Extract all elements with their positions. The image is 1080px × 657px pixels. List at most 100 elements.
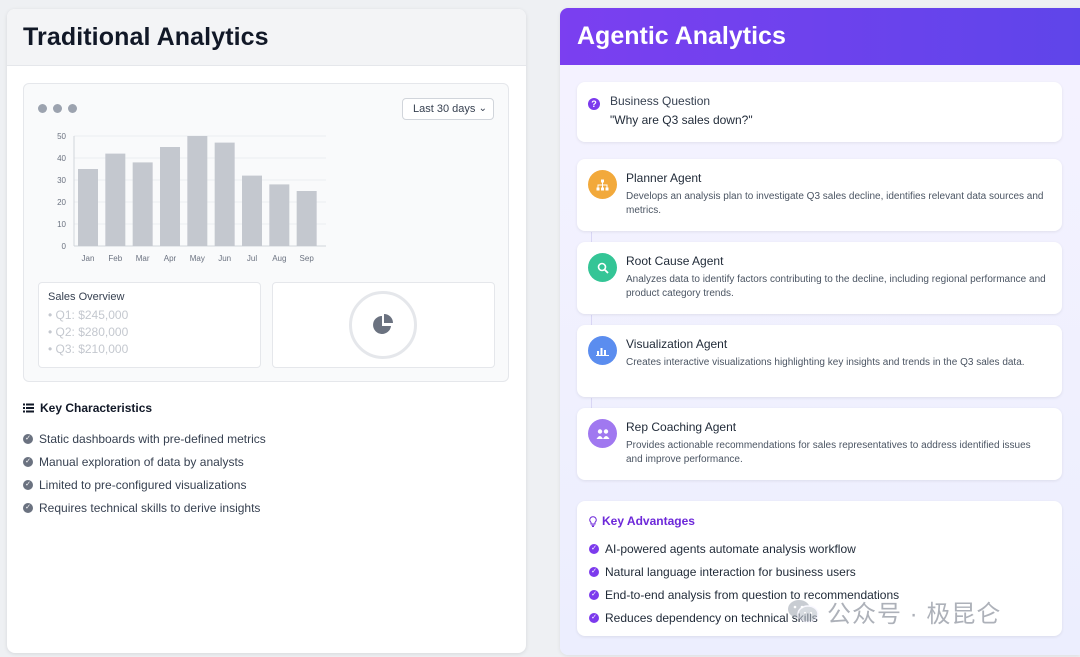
key-advantages-heading: Key Advantages <box>589 514 1050 528</box>
list-item: ✓ Static dashboards with pre-defined metr… <box>23 427 266 450</box>
check-circle-icon: ✓ <box>23 479 33 490</box>
pie-chart-box <box>272 282 495 368</box>
planner-agent-card: Planner Agent Develops an analysis plan … <box>577 159 1062 231</box>
agent-description: Analyzes data to identify factors contri… <box>626 274 1046 299</box>
check-circle-icon: ✓ <box>23 433 33 444</box>
advantage-text: End-to-end analysis from question to rec… <box>605 587 900 602</box>
pie-placeholder <box>349 291 417 359</box>
bar-jul <box>242 175 262 246</box>
y-tick-label: 40 <box>57 154 66 163</box>
list-item: ✓ Natural language interaction for busine… <box>589 560 1050 583</box>
bar-apr <box>160 147 180 246</box>
sales-bar-chart: 0 10 20 30 40 50 Jan Feb Mar Apr May Jun Jul Aug Sep <box>57 132 326 263</box>
key-characteristics-title: Key Characteristics <box>40 401 153 415</box>
watermark-text: 公众号 · 极昆仑 <box>827 600 1002 628</box>
search-icon <box>588 253 617 282</box>
overview-item: • Q3: $210,000 <box>48 342 129 356</box>
agent-description: Provides actionable recommendations for … <box>626 440 1031 465</box>
window-dots <box>38 104 77 113</box>
x-tick-label: Jun <box>218 254 231 263</box>
key-characteristics-list: ✓ Static dashboards with pre-defined metr… <box>23 427 266 519</box>
bar-jun <box>214 142 235 246</box>
bar-mar <box>132 162 153 246</box>
overview-item: • Q1: $245,000 <box>48 308 129 322</box>
pie-chart-icon <box>373 314 393 334</box>
dashboard-card: Last 30 days ⌄ 0 10 20 30 40 50 Jan Feb Mar Apr Ma… <box>23 83 509 382</box>
bar-aug <box>269 184 290 246</box>
characteristic-text: Static dashboards with pre-defined metri… <box>39 431 266 446</box>
bar-feb <box>105 153 126 246</box>
dot-icon <box>68 104 77 113</box>
bar-jan <box>78 169 98 246</box>
wechat-logo-icon <box>787 598 819 624</box>
users-icon <box>588 419 617 448</box>
business-question-label: Business Question <box>610 94 711 108</box>
agentic-title: Agentic Analytics <box>577 22 786 50</box>
x-tick-label: Aug <box>272 254 286 263</box>
x-tick-label: May <box>190 254 205 263</box>
x-tick-label: Feb <box>108 254 122 263</box>
list-item: ✓ Limited to pre-configured visualization… <box>23 473 266 496</box>
agent-description: Develops an analysis plan to investigate… <box>626 191 1044 216</box>
traditional-title: Traditional Analytics <box>23 23 269 51</box>
agent-name: Planner Agent <box>626 171 702 185</box>
x-tick-label: Apr <box>164 254 177 263</box>
agent-connector <box>591 315 592 333</box>
agent-connector <box>591 232 592 250</box>
traditional-header: Traditional Analytics <box>7 9 526 66</box>
agent-name: Root Cause Agent <box>626 254 724 268</box>
date-range-select[interactable]: Last 30 days ⌄ <box>402 98 494 120</box>
key-characteristics-heading: Key Characteristics <box>23 401 152 415</box>
dot-icon <box>38 104 47 113</box>
list-item: ✓ AI-powered agents automate analysis wor… <box>589 537 1050 560</box>
sales-overview-box: Sales Overview • Q1: $245,000 • Q2: $280… <box>38 282 261 368</box>
y-tick-label: 10 <box>57 220 66 229</box>
lightbulb-icon <box>589 515 597 527</box>
bar-sep <box>296 191 317 246</box>
agentic-panel: Agentic Analytics ? Business Question "W… <box>560 8 1080 655</box>
list-item: ✓ Manual exploration of data by analysts <box>23 450 266 473</box>
business-question-text: "Why are Q3 sales down?" <box>610 113 753 127</box>
agent-description: Creates interactive visualizations highl… <box>626 357 1025 368</box>
list-item: ✓ Reduces dependency on technical skills <box>589 606 1050 629</box>
list-item: ✓ Requires technical skills to derive ins… <box>23 496 266 519</box>
root-cause-agent-card: Root Cause Agent Analyzes data to identi… <box>577 242 1062 314</box>
key-advantages-title: Key Advantages <box>602 514 695 528</box>
check-circle-icon: ✓ <box>23 502 33 513</box>
y-tick-label: 30 <box>57 176 66 185</box>
chart-icon <box>588 336 617 365</box>
check-circle-icon: ✓ <box>589 566 599 577</box>
key-advantages-list: ✓ AI-powered agents automate analysis wor… <box>589 537 1050 629</box>
x-tick-label: Mar <box>136 254 150 263</box>
rep-coaching-agent-card: Rep Coaching Agent Provides actionable r… <box>577 408 1062 480</box>
characteristic-text: Limited to pre-configured visualizations <box>39 477 247 492</box>
agent-name: Rep Coaching Agent <box>626 420 737 434</box>
question-circle-icon: ? <box>588 98 600 110</box>
characteristic-text: Requires technical skills to derive insi… <box>39 500 261 515</box>
agent-name: Visualization Agent <box>626 337 728 351</box>
y-tick-label: 0 <box>62 242 67 251</box>
chevron-down-icon: ⌄ <box>478 103 487 114</box>
x-tick-label: Jul <box>247 254 257 263</box>
check-circle-icon: ✓ <box>589 612 599 623</box>
bar-may <box>187 136 208 246</box>
agentic-header: Agentic Analytics <box>560 8 1080 65</box>
advantage-text: Natural language interaction for busines… <box>605 564 856 579</box>
list-icon <box>23 403 34 413</box>
advantage-text: AI-powered agents automate analysis work… <box>605 541 856 556</box>
check-circle-icon: ✓ <box>589 589 599 600</box>
x-tick-label: Jan <box>82 254 95 263</box>
list-item: ✓ End-to-end analysis from question to re… <box>589 583 1050 606</box>
y-tick-label: 50 <box>57 132 66 141</box>
characteristic-text: Manual exploration of data by analysts <box>39 454 244 469</box>
agent-connector <box>591 398 592 416</box>
traditional-panel: Traditional Analytics Last 30 days ⌄ 0 10… <box>7 9 526 653</box>
visualization-agent-card: Visualization Agent Creates interactive … <box>577 325 1062 397</box>
sitemap-icon <box>588 170 617 199</box>
check-circle-icon: ✓ <box>589 543 599 554</box>
overview-item: • Q2: $280,000 <box>48 325 129 339</box>
advantage-text: Reduces dependency on technical skills <box>605 610 818 625</box>
y-tick-label: 20 <box>57 198 66 207</box>
watermark: 公众号 · 极昆仑 <box>787 594 1001 628</box>
sales-overview-title: Sales Overview <box>48 291 125 303</box>
